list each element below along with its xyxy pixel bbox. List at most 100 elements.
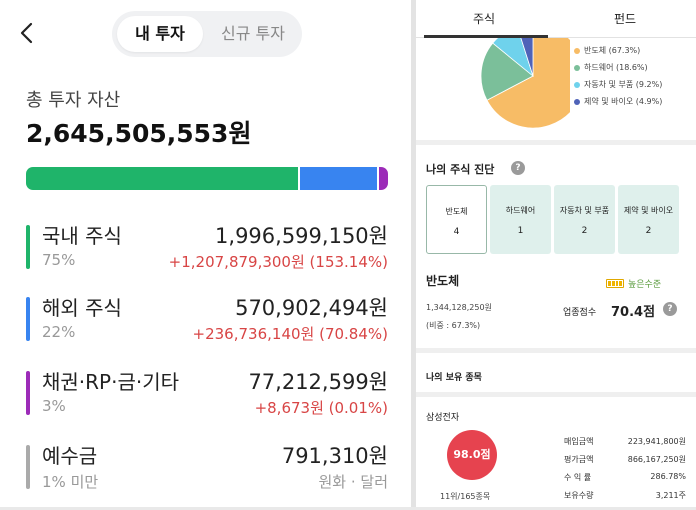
detail-key: 수 익 률	[564, 473, 592, 482]
asset-amount: 570,902,494원	[235, 296, 388, 320]
asset-name: 채권·RP·금·기타	[42, 370, 180, 394]
back-arrow-icon[interactable]	[16, 20, 38, 46]
asset-row-deposit[interactable]: 예수금 1% 미만 791,310원 원화 · 달러	[26, 440, 388, 510]
sector-legend: 반도체 (67.3%) 하드웨어 (18.6%) 자동차 및 부품 (9.2%)…	[574, 42, 662, 110]
asset-color-indicator	[26, 297, 30, 341]
allocation-bar	[26, 167, 388, 190]
sector-card-count: 2	[645, 226, 652, 236]
asset-color-indicator	[26, 445, 30, 489]
detail-value: 286.78%	[650, 472, 686, 481]
stock-name[interactable]: 삼성전자	[426, 413, 460, 423]
allocation-segment	[26, 167, 298, 190]
sector-card-count: 1	[517, 226, 524, 236]
tab-my-investment[interactable]: 내 투자	[117, 16, 203, 52]
asset-gain: +8,673원 (0.01%)	[254, 399, 388, 417]
detail-key: 평가금액	[564, 455, 594, 464]
asset-amount: 791,310원	[281, 444, 388, 468]
pie-slice	[486, 38, 570, 128]
tab-new-investment[interactable]: 신규 투자	[221, 24, 285, 43]
detail-value: 223,941,800원	[627, 437, 686, 446]
tab-funds[interactable]: 펀드	[614, 12, 637, 26]
pie-slice	[520, 38, 534, 77]
detail-value: 866,167,250원	[627, 455, 686, 464]
legend-label: 하드웨어 (18.6%)	[584, 63, 648, 72]
detail-key: 매입금액	[564, 437, 594, 446]
total-assets-value: 2,645,505,553원	[26, 119, 252, 148]
detail-key: 보유수량	[564, 491, 594, 500]
panel-divider	[411, 0, 416, 507]
asset-row-bonds-other[interactable]: 채권·RP·금·기타 3% 77,212,599원 +8,673원 (0.01%…	[26, 366, 388, 436]
legend-item: 자동차 및 부품 (9.2%)	[574, 76, 662, 93]
legend-item: 제약 및 바이오 (4.9%)	[574, 93, 662, 110]
asset-type-tabs: 주식 펀드	[416, 0, 696, 38]
asset-amount: 1,996,599,150원	[215, 224, 388, 248]
asset-color-indicator	[26, 371, 30, 415]
detail-value: 3,211주	[655, 491, 686, 500]
holdings-title: 나의 보유 종목	[426, 373, 482, 383]
industry-score-value: 70.4점	[611, 305, 656, 320]
stock-diagnosis-panel: 주식 펀드 반도체 (67.3%) 하드웨어 (18.6%) 자동차 및 부품 …	[416, 0, 696, 507]
detail-row: 매입금액 223,941,800원	[564, 436, 686, 454]
asset-percent: 1% 미만	[42, 473, 99, 491]
asset-percent: 75%	[42, 251, 76, 269]
allocation-segment	[377, 167, 388, 190]
asset-color-indicator	[26, 225, 30, 269]
selected-sector-name: 반도체	[426, 274, 460, 288]
sector-card-name: 하드웨어	[505, 206, 536, 215]
detail-row: 수 익 률 286.78%	[564, 472, 686, 490]
pie-slice	[492, 38, 534, 78]
portfolio-panel: 내 투자 신규 투자 총 투자 자산 2,645,505,553원 국내 주식 …	[0, 0, 411, 507]
detail-row: 보유수량 3,211주	[564, 490, 686, 508]
asset-name: 국내 주식	[42, 224, 122, 248]
sector-card-auto[interactable]: 자동차 및 부품 2	[554, 185, 615, 254]
asset-gain: +236,736,140원 (70.84%)	[192, 325, 388, 343]
sector-card-name: 자동차 및 부품	[559, 206, 610, 215]
asset-name: 예수금	[42, 444, 98, 468]
legend-label: 자동차 및 부품 (9.2%)	[584, 80, 663, 89]
section-separator	[416, 392, 696, 397]
pie-slice	[480, 42, 534, 101]
tab-switcher: 내 투자 신규 투자	[112, 11, 302, 57]
legend-label: 제약 및 바이오 (4.9%)	[584, 97, 663, 106]
industry-score-label: 업종점수	[563, 308, 597, 318]
battery-level-icon	[606, 279, 624, 288]
sector-card-hardware[interactable]: 하드웨어 1	[490, 185, 551, 254]
legend-label: 반도체 (67.3%)	[584, 46, 641, 55]
currency-note: 원화 · 달러	[318, 473, 388, 491]
asset-gain: +1,207,879,300원 (153.14%)	[168, 253, 388, 271]
active-tab-underline	[424, 35, 548, 38]
legend-dot	[574, 64, 580, 71]
asset-percent: 22%	[42, 323, 76, 341]
sector-card-semiconductor[interactable]: 반도체 4	[426, 185, 487, 254]
legend-dot	[574, 98, 580, 105]
help-icon[interactable]: ?	[511, 161, 525, 175]
sector-card-name: 반도체	[445, 207, 468, 216]
section-separator	[416, 140, 696, 145]
allocation-segment	[297, 167, 378, 190]
sector-card-name: 제약 및 바이오	[623, 206, 674, 215]
section-separator	[416, 348, 696, 353]
asset-row-domestic-stock[interactable]: 국내 주식 75% 1,996,599,150원 +1,207,879,300원…	[26, 220, 388, 290]
sector-card-count: 4	[453, 227, 460, 237]
sector-weight: (비중 : 67.3%)	[426, 321, 481, 330]
help-icon[interactable]: ?	[663, 302, 677, 316]
level-label: 높은수준	[628, 280, 662, 290]
legend-item: 하드웨어 (18.6%)	[574, 59, 662, 76]
stock-score-badge: 98.0점	[447, 430, 497, 480]
detail-row: 평가금액 866,167,250원	[564, 454, 686, 472]
sector-pie-chart	[480, 38, 570, 128]
stock-rank: 11위/165종목	[440, 492, 491, 501]
sector-card-count: 2	[581, 226, 588, 236]
tab-stocks[interactable]: 주식	[473, 12, 496, 26]
sector-amount: 1,344,128,250원	[426, 303, 492, 312]
asset-amount: 77,212,599원	[248, 370, 388, 394]
sector-card-pharma[interactable]: 제약 및 바이오 2	[618, 185, 679, 254]
asset-percent: 3%	[42, 397, 66, 415]
asset-name: 해외 주식	[42, 296, 122, 320]
stock-details: 매입금액 223,941,800원 평가금액 866,167,250원 수 익 률 2…	[564, 436, 686, 508]
legend-item: 반도체 (67.3%)	[574, 42, 662, 59]
legend-dot	[574, 47, 580, 54]
diagnosis-title: 나의 주식 진단	[426, 163, 495, 176]
level-indicator: 높은수준	[606, 277, 661, 290]
asset-row-foreign-stock[interactable]: 해외 주식 22% 570,902,494원 +236,736,140원 (70…	[26, 292, 388, 362]
